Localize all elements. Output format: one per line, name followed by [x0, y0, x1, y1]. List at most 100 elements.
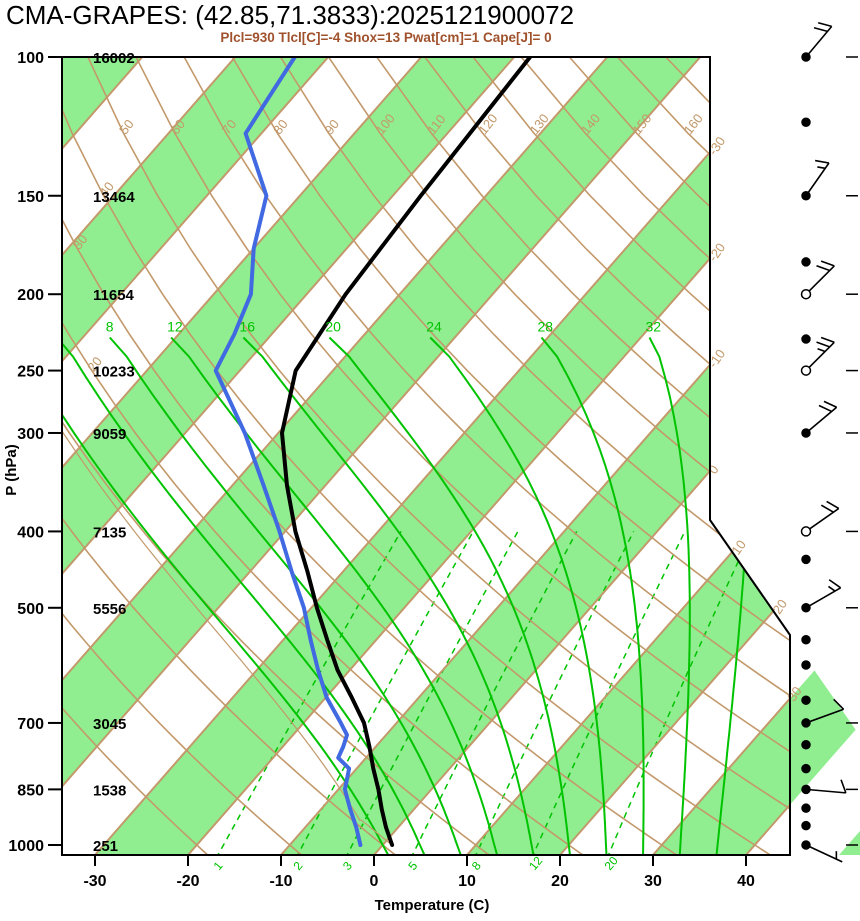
moist-adiabat-label: 32 — [646, 319, 662, 335]
mixing-ratio-lines — [215, 531, 753, 855]
station-dot — [801, 820, 811, 831]
station-dot — [801, 603, 811, 613]
mixing-ratio-line — [215, 531, 402, 855]
wind-barb — [805, 400, 838, 434]
station-dot — [801, 117, 811, 127]
moist-adiabat-label: 24 — [426, 319, 442, 335]
pressure-tick-label: 150 — [17, 189, 44, 206]
station-dot — [800, 288, 812, 300]
isotherm-line — [280, 57, 790, 855]
station-dot — [801, 840, 811, 850]
height-label: 7135 — [93, 524, 126, 541]
mixing-ratio-line — [295, 531, 474, 855]
plot-outline — [61, 56, 791, 856]
pressure-tick-label: 300 — [17, 426, 44, 443]
pressure-tick-label: 100 — [17, 50, 44, 67]
mixing-ratio-label: 8 — [469, 859, 484, 873]
parcel-trace — [62, 310, 393, 846]
height-label: 10233 — [93, 364, 135, 381]
dewpoint-curve — [213, 57, 363, 847]
pressure-tick-label: 1000 — [8, 838, 44, 855]
moist-adiabat-label: 28 — [537, 319, 553, 335]
dry-adiabat-label: 50 — [116, 117, 137, 138]
station-dot — [801, 334, 811, 344]
temperature-tick-label: -30 — [83, 873, 106, 890]
station-dot — [800, 526, 812, 537]
isotherm-band — [62, 57, 329, 855]
height-label: 9059 — [93, 426, 126, 443]
moist-adiabat-line — [109, 336, 465, 855]
mixing-ratio-label: 1 — [211, 859, 226, 873]
moist-adiabat-label: 12 — [167, 319, 183, 335]
station-dot — [801, 554, 811, 565]
mixing-ratio-label: 5 — [405, 859, 420, 873]
moist-adiabat-line — [328, 336, 572, 855]
moist-adiabat-label: 20 — [325, 319, 341, 335]
temperature-tick-label: 10 — [458, 873, 476, 890]
mixing-ratio-line — [410, 531, 578, 855]
isotherm-line — [466, 57, 790, 855]
temperature-tick-label: -10 — [269, 873, 292, 890]
temperature-tick-label: 0 — [370, 873, 379, 890]
height-label: 1538 — [93, 782, 126, 799]
isotherm-band — [62, 57, 701, 855]
moist-adiabat-line — [62, 336, 393, 855]
isotherm-line — [62, 57, 516, 855]
mixing-ratio-label: 3 — [340, 859, 355, 873]
params-line: Plcl=930 Tlcl[C]=-4 Shox=13 Pwat[cm]=1 C… — [220, 30, 552, 45]
height-label: 11654 — [93, 287, 135, 304]
wind-barb — [805, 698, 845, 724]
height-label: 5556 — [93, 601, 126, 618]
height-label: 16002 — [93, 50, 135, 67]
station-dot — [800, 365, 812, 376]
pressure-tick-label: 400 — [17, 524, 44, 541]
pressure-tick-label: 850 — [17, 782, 44, 799]
temperature-tick-label: 20 — [551, 873, 569, 890]
isotherm-line — [62, 57, 237, 855]
dry-adiabat-line — [135, 57, 790, 855]
temperature-curve — [280, 57, 533, 847]
isotherm-line — [559, 57, 790, 855]
station-dot — [801, 695, 811, 705]
pressure-tick-label: 250 — [17, 364, 44, 381]
moist-adiabat-line — [170, 336, 500, 855]
isotherm-label: 20 — [770, 596, 791, 616]
wind-barb — [805, 579, 842, 609]
isotherm-line — [652, 57, 790, 855]
wind-barb — [805, 21, 833, 58]
mixing-ratio-line — [606, 531, 753, 855]
station-dot — [801, 635, 811, 645]
green-bands — [62, 57, 860, 855]
plot-border — [61, 56, 791, 856]
pressure-tick-label: 500 — [17, 601, 44, 618]
isotherm-band — [467, 57, 860, 855]
wind-barb — [805, 844, 843, 863]
dry-adiabat-line — [327, 57, 790, 855]
dry-adiabat-label: 120 — [475, 111, 500, 137]
parcel-path — [62, 310, 393, 846]
station-dot — [801, 718, 811, 728]
isotherm-band — [95, 57, 860, 855]
station-dot — [801, 803, 811, 813]
moist-adiabat-label: 16 — [239, 319, 255, 335]
dry-adiabat-line — [62, 57, 499, 855]
dry-adiabat-line — [279, 57, 790, 855]
dry-adiabat-line — [62, 57, 405, 855]
pressure-axis-title: P (hPa) — [3, 444, 20, 495]
dry-adiabat-line — [62, 57, 782, 855]
wind-barb — [805, 260, 835, 295]
station-dot — [801, 52, 811, 62]
station-dot — [801, 784, 811, 795]
isotherm-band — [62, 57, 515, 855]
pressure-tick-label: 700 — [17, 716, 44, 733]
wind-barb-column — [800, 21, 847, 863]
mixing-ratio-label: 12 — [526, 853, 546, 872]
station-dot — [801, 191, 811, 201]
pressure-tick-label: 200 — [17, 287, 44, 304]
dry-adiabat-label: 160 — [681, 111, 706, 137]
wind-barb — [805, 500, 840, 533]
station-dot — [801, 428, 811, 438]
station-dot — [801, 660, 811, 670]
